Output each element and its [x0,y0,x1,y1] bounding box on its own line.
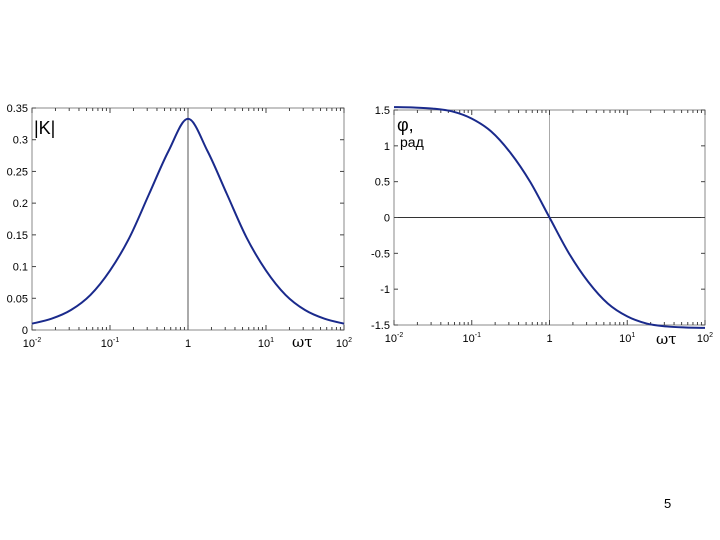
y-tick-label: -0.5 [371,248,390,260]
y-axis-label: |K| [34,118,55,138]
y-tick-label: 0 [22,325,28,337]
x-tick-label: 102 [336,337,352,350]
y-tick-label: 0.1 [13,262,28,274]
x-tick-label: 1 [185,338,191,350]
x-tick-label: 1 [546,333,552,345]
series-line [393,106,706,329]
magnitude-chart: 0 0.05 0.1 0.15 0.2 0.25 0.3 0.35 10-2 10-1 1 101 10… [7,103,353,351]
series-line [31,117,345,325]
x-tick-label: 102 [697,332,713,345]
y-tick-label: 0.5 [375,177,390,189]
y-tick-label: 0.05 [7,293,28,305]
x-tick-label: 10-2 [23,337,42,350]
y-tick-label: 0 [384,213,390,225]
y-tick-label: 0.15 [7,230,28,242]
y-tick-label: 0.3 [13,135,28,147]
x-axis-label: ωτ [292,333,313,351]
page-number: 5 [664,496,672,511]
y-tick-label: 0.35 [7,103,28,115]
y-tick-label: -1 [380,284,390,296]
y-tick-label: 0.2 [13,198,28,210]
x-tick-label: 101 [619,332,635,345]
y-tick-label: 1 [384,141,390,153]
y-tick-label: 0.25 [7,166,28,178]
x-tick-label: 10-2 [385,332,404,345]
x-tick-label: 10-1 [463,332,482,345]
y-tick-label: -1.5 [371,320,390,332]
x-tick-label: 10-1 [101,337,120,350]
y-axis-label: φ, [397,115,414,135]
x-axis-label: ωτ [656,330,677,348]
y-axis-label-unit: рад [400,134,424,150]
x-tick-label: 101 [258,337,274,350]
y-tick-label: 1.5 [375,105,390,117]
phase-chart: 1.5 1 0.5 0 -0.5 -1 -1.510-2 10-1 1 101 102 φ,рад ωτ [371,105,713,348]
